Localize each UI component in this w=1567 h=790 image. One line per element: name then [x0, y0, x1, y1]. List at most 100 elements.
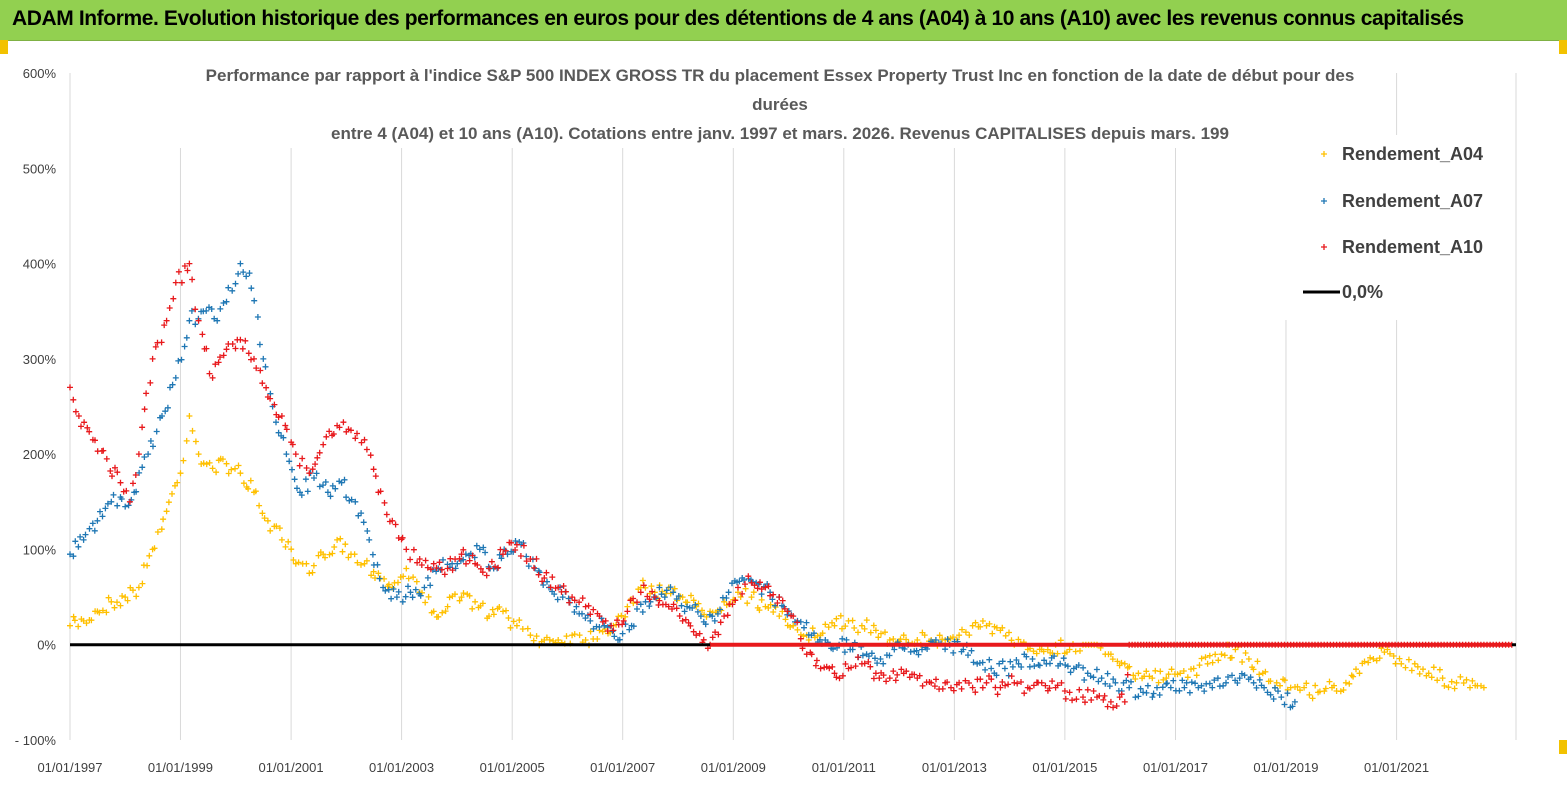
data-point: [601, 622, 608, 629]
performance-chart: - 100% 0% 100% 200% 300% 400% 500% 600% 01/01/1…: [15, 58, 1517, 775]
data-point: [966, 680, 972, 686]
data-point: [962, 629, 969, 636]
data-point: [939, 685, 946, 692]
data-point: [646, 603, 653, 610]
data-point: [264, 517, 271, 524]
data-point: [1061, 688, 1068, 694]
data-point: [183, 334, 190, 341]
data-point: [1107, 698, 1114, 705]
data-point: [454, 560, 461, 567]
data-point: [737, 594, 744, 600]
data-point: [385, 586, 392, 593]
data-point: [590, 606, 597, 613]
data-point: [688, 592, 694, 599]
data-point: [283, 426, 290, 433]
data-point: [1014, 680, 1021, 687]
data-point: [1326, 678, 1333, 685]
data-point: [1414, 663, 1421, 670]
data-point: [758, 596, 765, 603]
data-point: [1069, 697, 1076, 704]
x-tick-label: 01/01/2001: [259, 760, 324, 775]
data-point: [1214, 675, 1221, 682]
data-point: [656, 584, 663, 591]
data-point: [1303, 680, 1310, 687]
data-point: [682, 616, 689, 623]
data-point: [540, 582, 547, 588]
data-point: [579, 610, 585, 617]
data-point: [446, 594, 453, 601]
data-point: [932, 637, 939, 643]
data-point: [1066, 646, 1073, 653]
data-point: [291, 476, 298, 483]
data-point: [70, 553, 77, 560]
data-point: [626, 626, 633, 633]
data-point: [299, 455, 306, 462]
data-point: [503, 607, 509, 614]
data-point: [275, 414, 282, 421]
data-point: [894, 671, 901, 678]
data-point: [639, 577, 646, 584]
data-point: [611, 633, 618, 640]
data-point: [304, 488, 311, 495]
data-point: [456, 555, 463, 562]
data-point: [290, 557, 297, 563]
data-point: [634, 599, 640, 606]
data-point: [368, 572, 375, 579]
data-point: [1281, 677, 1288, 684]
data-point: [865, 653, 872, 660]
data-point: [993, 624, 1000, 631]
data-point: [1202, 654, 1209, 661]
data-point: [1467, 684, 1473, 691]
data-point: [855, 629, 861, 636]
data-point: [751, 582, 758, 589]
data-point: [486, 613, 492, 620]
data-point: [704, 645, 711, 652]
data-point: [901, 646, 908, 652]
data-point: [323, 433, 330, 440]
data-point: [303, 465, 310, 471]
data-point: [861, 660, 868, 667]
data-point: [228, 466, 235, 473]
data-point: [163, 317, 170, 324]
data-point: [1080, 694, 1086, 701]
data-point: [324, 489, 331, 496]
data-point: [872, 655, 878, 662]
data-point: [665, 603, 672, 610]
data-point: [803, 619, 810, 626]
y-tick-label: 0%: [37, 638, 56, 653]
data-point: [1064, 663, 1071, 670]
data-point: [336, 424, 343, 431]
data-point: [1150, 690, 1157, 697]
data-point: [1174, 671, 1181, 678]
data-point: [794, 626, 801, 633]
data-point: [215, 359, 222, 366]
data-point: [634, 606, 640, 612]
data-point: [400, 573, 407, 580]
data-point: [70, 613, 77, 620]
data-point: [1149, 694, 1156, 701]
data-point: [1060, 655, 1067, 662]
data-point: [585, 602, 592, 609]
data-point: [219, 456, 226, 463]
data-point: [92, 437, 98, 444]
data-point: [83, 620, 90, 627]
data-point: [1102, 680, 1109, 687]
data-point: [482, 549, 489, 556]
data-point: [1402, 664, 1409, 671]
data-point: [1211, 677, 1218, 684]
data-point: [960, 646, 967, 653]
data-point: [1376, 655, 1383, 662]
data-point: [492, 563, 499, 570]
data-point: [1448, 678, 1455, 685]
data-point: [416, 556, 423, 562]
data-point: [508, 539, 515, 546]
data-point: [931, 683, 938, 690]
data-point: [322, 479, 329, 485]
data-point: [1181, 684, 1188, 691]
data-point: [184, 267, 191, 274]
data-point: [402, 593, 409, 600]
data-point: [316, 483, 323, 490]
data-point: [1026, 685, 1033, 692]
data-point: [1082, 699, 1088, 706]
data-point: [306, 570, 313, 577]
